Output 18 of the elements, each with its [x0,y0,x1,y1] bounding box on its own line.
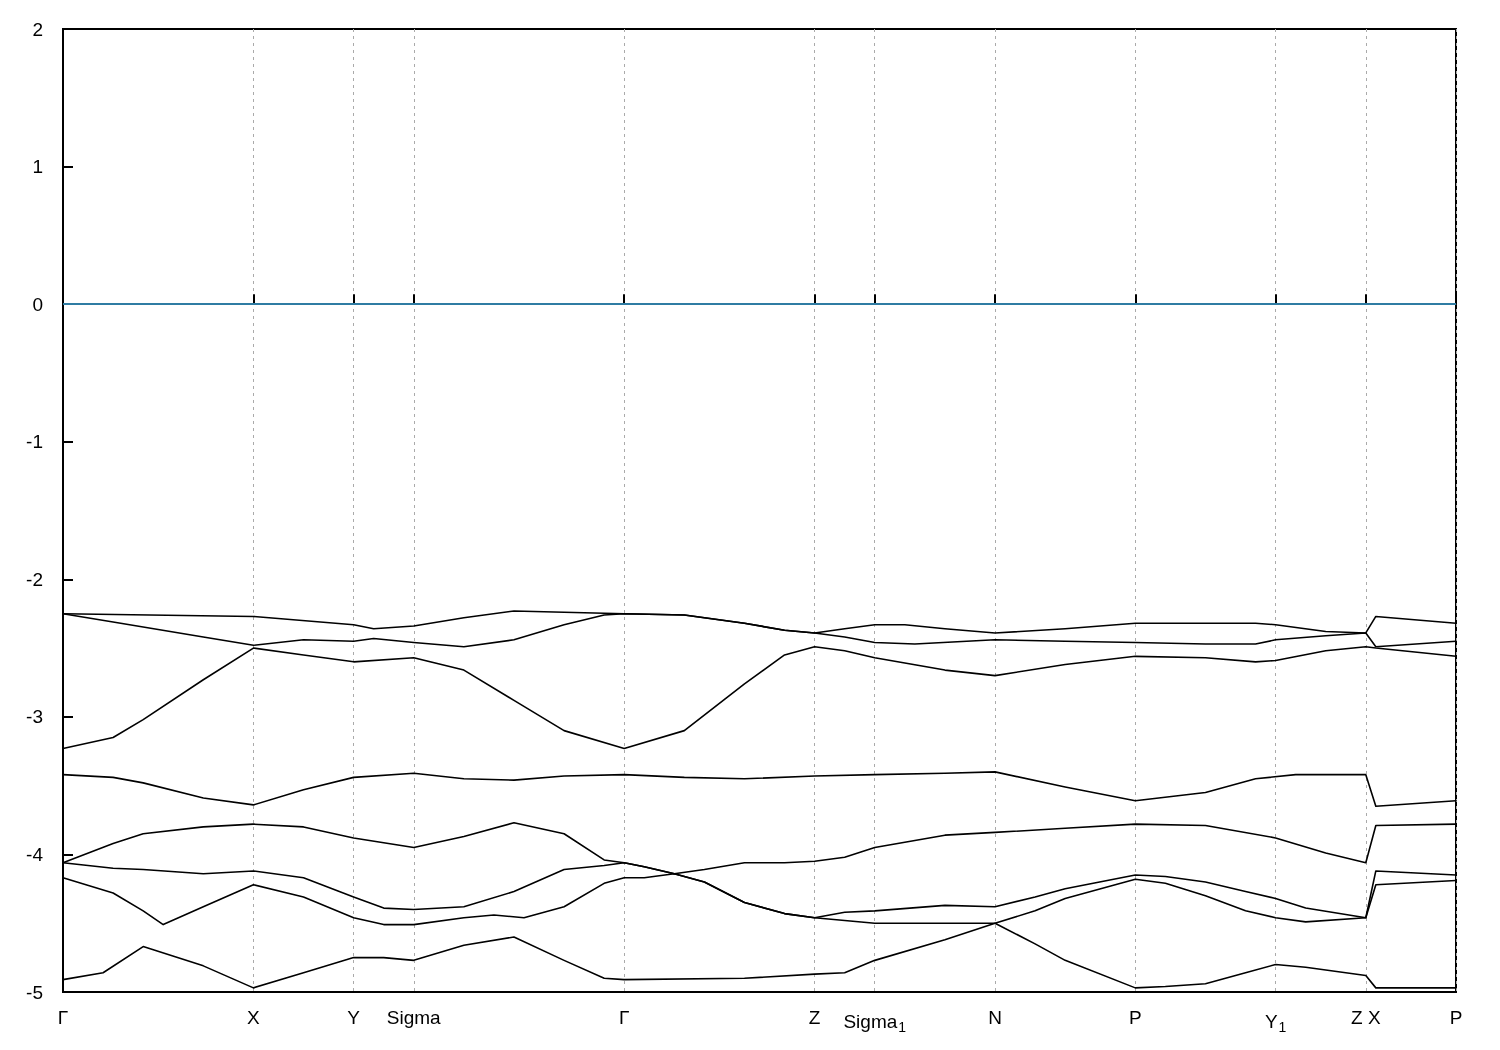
x-tick-label: Γ [57,1007,69,1028]
y-tick-label: -5 [26,981,43,1003]
y-tick-label: -3 [26,706,43,728]
x-tick-label: Sigma [386,1007,442,1028]
x-tick-label: X [247,1007,261,1028]
x-tick-label: P [1128,1007,1142,1028]
x-tick-label: Z X [1351,1007,1381,1028]
x-tick-label: Γ [618,1007,630,1028]
x-tick-label: Y [347,1007,361,1028]
y-tick-label: 1 [32,156,43,178]
x-tick-label: N [988,1007,1002,1028]
y-tick-label: -1 [26,431,43,453]
y-tick-label: 0 [32,293,43,315]
x-tick-label: P [1449,1007,1463,1028]
y-tick-label: -4 [26,843,44,865]
y-tick-label: 2 [32,18,43,40]
x-tick-label: Z [808,1007,821,1028]
y-tick-label: -2 [26,568,43,590]
